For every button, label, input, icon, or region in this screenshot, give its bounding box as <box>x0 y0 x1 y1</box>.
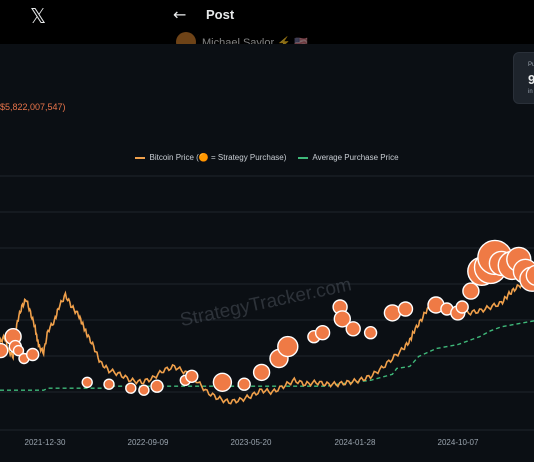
purchase-marker-21 <box>333 310 351 328</box>
purchase-marker-5 <box>26 347 40 362</box>
x-tick-label-1: 2022-09-09 <box>128 438 169 447</box>
legend-label-average: Average Purchase Price <box>312 153 399 162</box>
back-arrow-icon[interactable]: ← <box>173 5 187 24</box>
purchase-marker-22 <box>345 321 361 337</box>
stat-card-value: 9 <box>528 72 534 87</box>
purchase-marker-30 <box>462 282 480 300</box>
purchase-marker-13 <box>212 372 233 392</box>
legend-item-price[interactable]: Bitcoin Price (🟠 = Strategy Purchase) <box>135 153 286 162</box>
x-tick-label-3: 2024-01-28 <box>335 438 376 447</box>
purchase-marker-19 <box>314 325 331 341</box>
stat-card-sub: in <box>528 89 533 95</box>
chart-legend: Bitcoin Price (🟠 = Strategy Purchase) Av… <box>0 153 534 162</box>
legend-item-average[interactable]: Average Purchase Price <box>298 153 399 162</box>
legend-label-price: Bitcoin Price (🟠 = Strategy Purchase) <box>149 153 287 162</box>
purchase-marker-10 <box>150 379 164 393</box>
purchase-marker-17 <box>277 335 299 358</box>
purchase-marker-9 <box>138 384 150 396</box>
purchase-marker-25 <box>397 301 414 317</box>
purchase-marker-14 <box>237 377 251 391</box>
post-title: Post <box>206 7 235 22</box>
watermark-text: StrategyTracker.com <box>178 274 353 331</box>
x-tick-label-2: 2023-05-20 <box>231 438 272 447</box>
purchase-marker-23 <box>363 326 378 340</box>
legend-swatch-average <box>298 156 309 159</box>
x-tick-label-0: 2021-12-30 <box>25 438 66 447</box>
series-line-average <box>0 320 534 391</box>
purchase-marker-39 <box>525 264 534 286</box>
stat-card: Pu 9 in <box>513 52 534 104</box>
purchase-marker-7 <box>103 378 115 390</box>
total-value-text: $5,822,007,547) <box>0 102 66 112</box>
x-tick-label-4: 2024-10-07 <box>438 438 479 447</box>
x-logo-icon[interactable]: 𝕏 <box>30 4 47 28</box>
stat-card-label: Pu <box>528 62 534 68</box>
legend-swatch-price <box>135 156 146 159</box>
purchase-marker-29 <box>455 300 469 314</box>
purchase-marker-8 <box>125 382 137 394</box>
purchase-marker-6 <box>81 376 93 388</box>
purchase-marker-15 <box>252 363 271 382</box>
purchase-marker-3 <box>12 344 25 357</box>
purchase-marker-12 <box>185 369 199 383</box>
purchase-marker-0 <box>0 342 9 359</box>
